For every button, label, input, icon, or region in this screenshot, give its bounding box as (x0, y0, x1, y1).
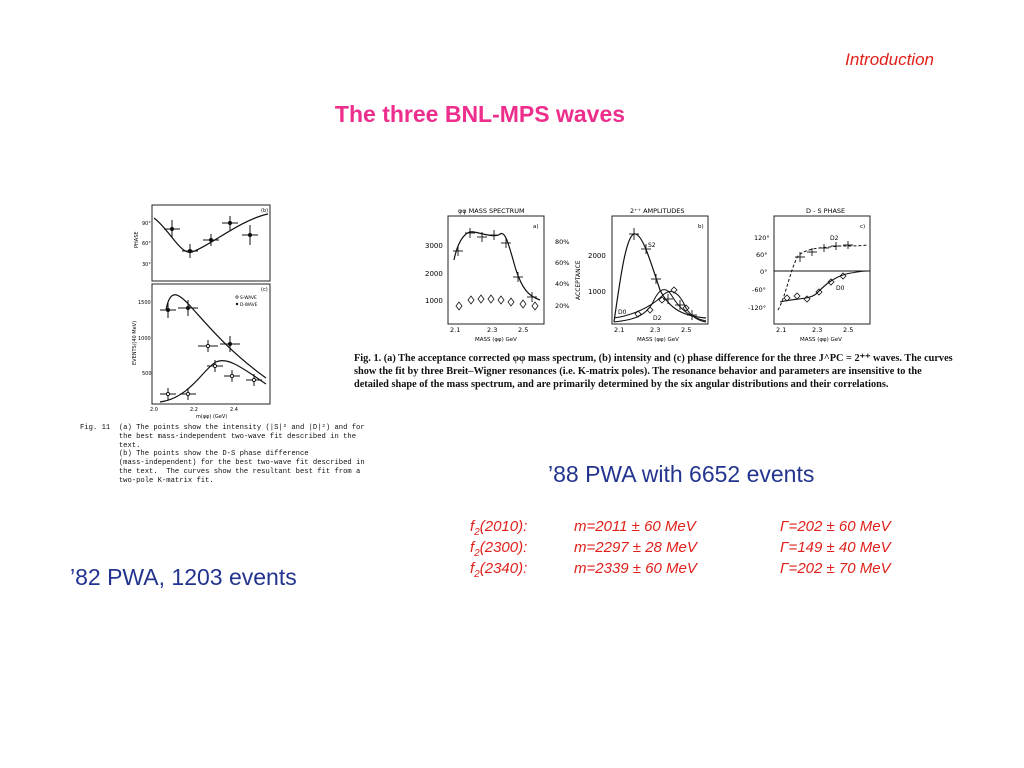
fig11-phase-points (164, 216, 258, 258)
fig1-b-label-d2: D2 (653, 315, 662, 322)
fig1-a-points (453, 228, 537, 302)
fig1-b-open-points (634, 286, 690, 318)
fig1-panel-c-frame (773, 215, 871, 325)
fig11-events-points (160, 300, 262, 400)
fig1-c-y-tick: 60° (756, 251, 768, 259)
fig1-panel-c-title: D - S PHASE (806, 207, 845, 215)
fig11-phase-axis-label: PHASE (134, 231, 140, 248)
fig11-panel-b-label: (b) (261, 208, 268, 214)
resonance-name: f2(2010): (470, 518, 528, 538)
fig11-events-axis-label: EVENTS/(40 MeV) (132, 321, 138, 365)
fig11-x-axis-label: m(φφ) (GeV) (196, 414, 227, 420)
fig11-phase-curve (153, 213, 269, 253)
fig11-x-tick: 2.2 (190, 407, 198, 413)
fig11-phase-tick: 90° (142, 221, 151, 227)
section-label: Introduction (845, 50, 934, 69)
fig1-a-y2-label: ACCEPTANCE (575, 260, 582, 300)
fig11-plot: PHASE 90° 60° 30° (b) EVENTS/(40 MeV) 15… (132, 204, 271, 420)
fig1-c-d2-points (795, 241, 853, 262)
fig1-c-y-tick: 0° (760, 268, 767, 276)
fig1-c-d0-points (783, 272, 847, 303)
fig11-d-curve (159, 360, 267, 403)
fig11-events-frame (151, 283, 271, 405)
fig1-b-d0-curve (613, 291, 707, 323)
fig1-b-points (629, 228, 697, 320)
resonance-mass: m=2011 ± 60 MeV (574, 518, 696, 535)
resonance-table: f2(2010): m=2011 ± 60 MeV Γ=202 ± 60 MeV… (470, 518, 891, 581)
fig1-a-y2-tick: 20% (555, 302, 569, 310)
resonance-width: Γ=202 ± 70 MeV (780, 560, 891, 577)
fig11-legend-s: S-WAVE (240, 295, 257, 301)
fig1-a-y2-tick: 60% (555, 259, 569, 267)
fig1-panel-a-tag: a) (533, 224, 539, 230)
fig1-b-x-label: MASS (φφ) GeV (637, 337, 679, 343)
fig1-c-x-tick: 2.3 (812, 326, 822, 334)
slide-title: The three BNL-MPS waves (334, 101, 626, 127)
fig1-a-y2-tick: 40% (555, 280, 569, 288)
fig11-caption: Fig. 11 (a) The points show the intensit… (80, 424, 365, 485)
fig1-a-curve (453, 231, 541, 301)
fig1-panel-b-title: 2⁺⁺ AMPLITUDES (630, 207, 685, 215)
resonance-mass: m=2297 ± 28 MeV (574, 539, 697, 556)
resonance-width: Γ=202 ± 60 MeV (780, 518, 891, 535)
fig1-c-d2-curve (777, 244, 869, 311)
fig11-phase-tick: 30° (142, 262, 151, 268)
fig11-x-tick: 2.0 (150, 407, 158, 413)
fig1-c-x-tick: 2.1 (776, 326, 786, 334)
table-row: f2(2340): m=2339 ± 60 MeV Γ=202 ± 70 MeV (470, 560, 891, 581)
fig1-c-y-tick: -60° (752, 286, 766, 294)
fig1-a-y-tick: 2000 (425, 270, 443, 278)
fig1-c-x-label: MASS (φφ) GeV (800, 337, 842, 343)
fig11-events-tick: 1000 (138, 336, 151, 342)
fig1-panel-b-frame (611, 215, 709, 325)
fig1-panel-a-title: φφ MASS SPECTRUM (458, 207, 525, 215)
fig1-b-s2-curve (613, 233, 707, 323)
fig1-a-x-tick: 2.3 (487, 326, 497, 334)
table-row: f2(2300): m=2297 ± 28 MeV Γ=149 ± 40 MeV (470, 539, 891, 560)
resonance-name: f2(2300): (470, 539, 528, 559)
fig1-a-acceptance (455, 294, 539, 311)
fig11-phase-frame (151, 204, 271, 282)
fig1-a-x-label: MASS (φφ) GeV (475, 337, 517, 343)
fig1-panel-b-tag: b) (698, 224, 704, 230)
fig1-a-x-tick: 2.1 (450, 326, 460, 334)
fig1-b-y-tick: 1000 (588, 288, 606, 296)
fig1-plots: φφ MASS SPECTRUM a) 3000 2000 1000 80% 6… (425, 207, 871, 343)
fig1-b-y-tick: 2000 (588, 252, 606, 260)
fig1-c-x-tick: 2.5 (843, 326, 853, 334)
fig1-panel-c-tag: c) (860, 224, 865, 230)
fig11-legend-d: D-WAVE (240, 302, 258, 308)
fig1-c-y-tick: -120° (748, 304, 766, 312)
fig1-c-label-d2: D2 (830, 235, 839, 242)
fig1-figure: φφ MASS SPECTRUM a) 3000 2000 1000 80% 6… (350, 200, 955, 400)
fig1-b-d2-curve (613, 289, 707, 323)
resonance-name: f2(2340): (470, 560, 528, 580)
fig11-x-tick: 2.4 (230, 407, 238, 413)
fig11-figure: PHASE 90° 60° 30° (b) EVENTS/(40 MeV) 15… (80, 200, 365, 485)
fig1-b-label-s2: S2 (648, 242, 656, 249)
fig1-caption: Fig. 1. (a) The acceptance corrected φφ … (354, 353, 953, 390)
left-caption: ’82 PWA, 1203 events (70, 564, 297, 590)
fig1-b-x-tick: 2.1 (614, 326, 624, 334)
fig1-c-d0-curve (779, 270, 869, 303)
fig11-panel-c-label: (c) (261, 287, 268, 293)
fig11-events-tick: 1500 (138, 300, 151, 306)
right-caption: ’88 PWA with 6652 events (548, 461, 815, 487)
fig1-c-y-tick: 120° (754, 234, 770, 242)
fig11-events-tick: 500 (142, 371, 152, 377)
fig1-a-y2-tick: 80% (555, 238, 569, 246)
fig11-s-curve (165, 294, 267, 379)
resonance-width: Γ=149 ± 40 MeV (780, 539, 891, 556)
fig1-b-x-tick: 2.5 (681, 326, 691, 334)
table-row: f2(2010): m=2011 ± 60 MeV Γ=202 ± 60 MeV (470, 518, 891, 539)
fig1-a-x-tick: 2.5 (518, 326, 528, 334)
fig1-b-x-tick: 2.3 (650, 326, 660, 334)
fig11-phase-tick: 60° (142, 241, 151, 247)
fig1-a-y-tick: 3000 (425, 242, 443, 250)
fig1-a-y-tick: 1000 (425, 297, 443, 305)
fig1-panel-a-frame (447, 215, 545, 325)
fig1-c-label-d0: D0 (836, 285, 845, 292)
fig1-b-label-d0: D0 (618, 309, 627, 316)
resonance-mass: m=2339 ± 60 MeV (574, 560, 697, 577)
